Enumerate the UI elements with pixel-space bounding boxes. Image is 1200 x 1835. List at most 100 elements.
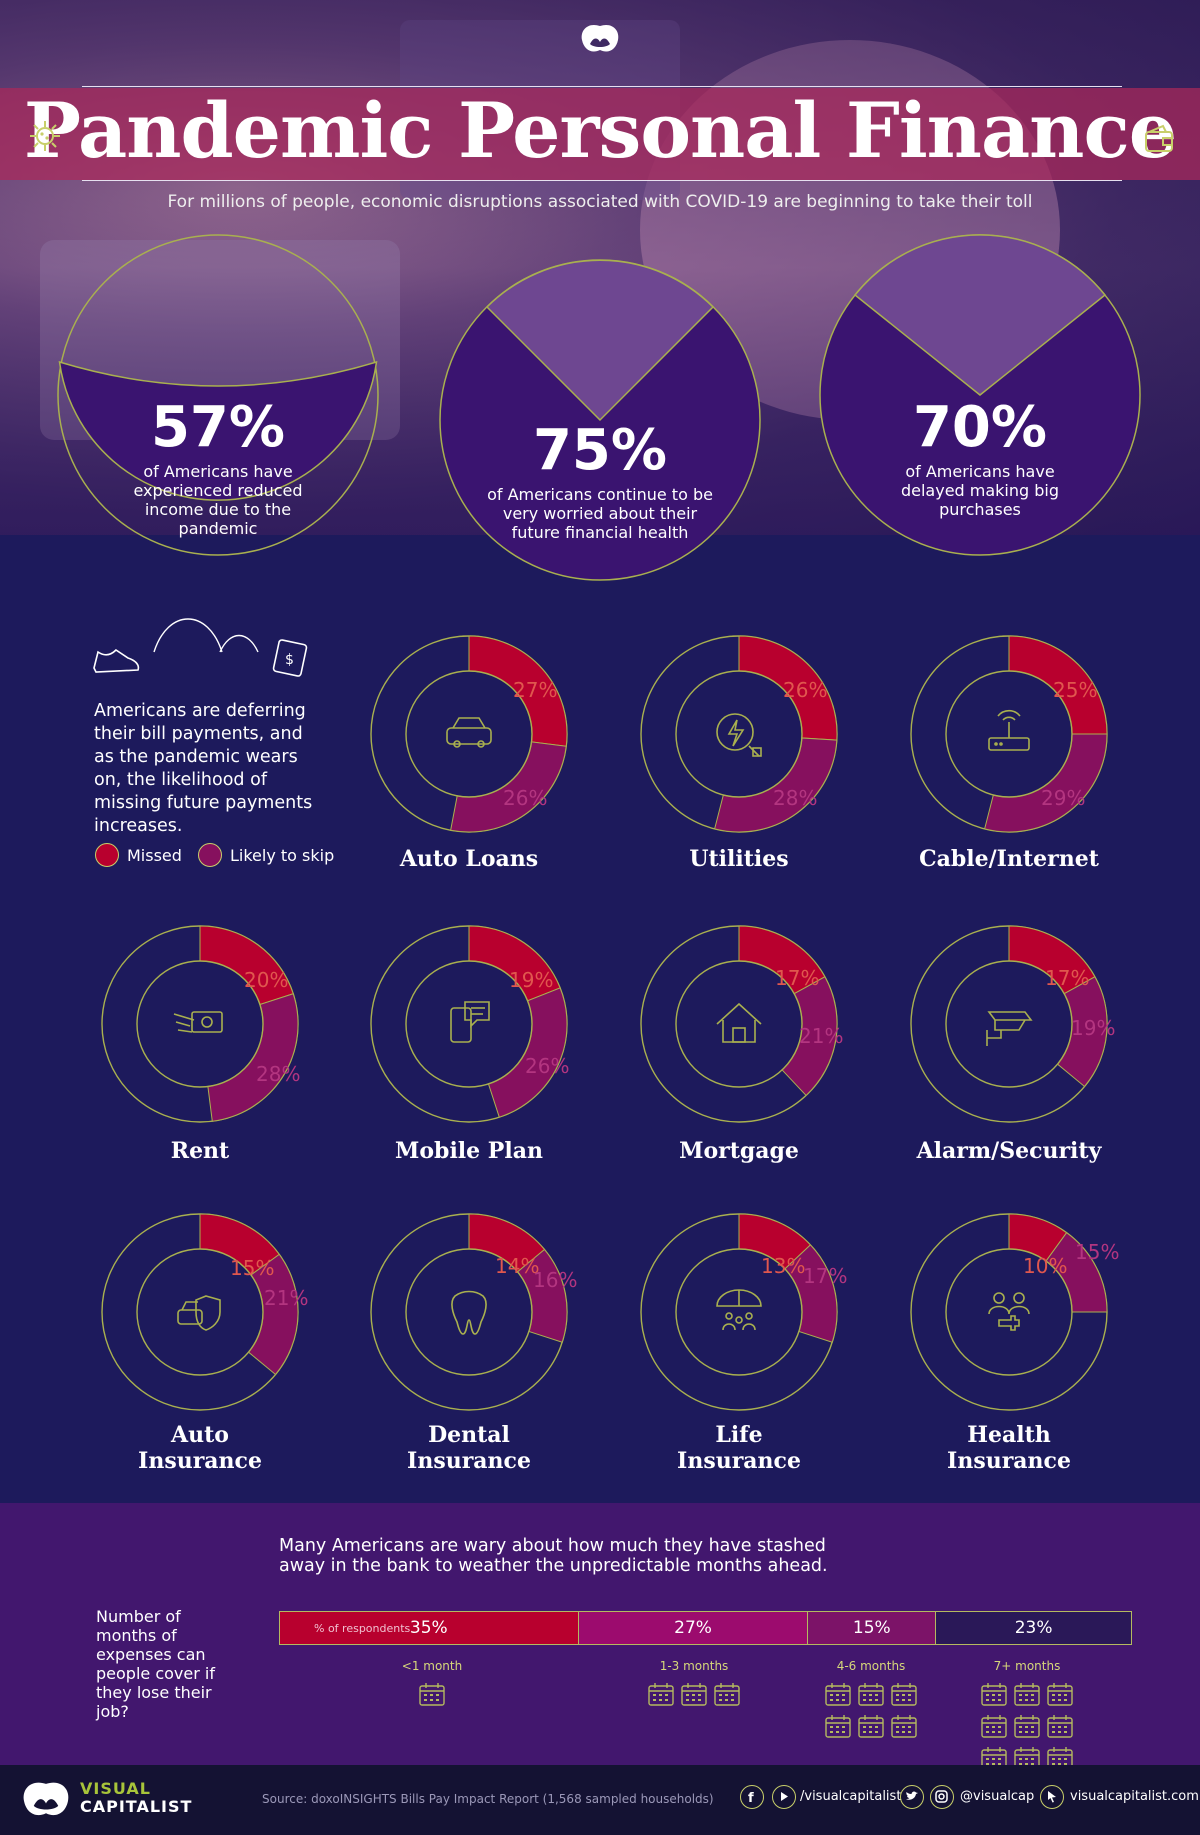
donut-life-insurance bbox=[640, 1213, 838, 1411]
series-label: % of respondents bbox=[314, 1621, 411, 1635]
facebook-icon[interactable]: f bbox=[740, 1785, 764, 1809]
label-missed: 19% bbox=[509, 968, 554, 992]
donut-inner-ring bbox=[136, 960, 264, 1088]
brand-bottom: CAPITALIST bbox=[80, 1797, 193, 1816]
month-label-1-month: <1 month bbox=[401, 1659, 463, 1673]
page-title: Pandemic Personal Finance bbox=[23, 86, 1177, 175]
social-twitter-instagram-handle[interactable]: @visualcap bbox=[960, 1789, 1035, 1804]
stat-worried: 75% of Americans continue to be very wor… bbox=[480, 418, 720, 543]
source-text: Source: doxoINSIGHTS Bills Pay Impact Re… bbox=[262, 1792, 714, 1806]
label-likely-to-skip: 19% bbox=[1071, 1016, 1116, 1040]
donut-inner-ring bbox=[675, 960, 803, 1088]
category-label-rent: Rent bbox=[170, 1138, 230, 1164]
visual-capitalist-logo-icon[interactable] bbox=[18, 1779, 74, 1823]
medical-cross-people-icon bbox=[988, 1292, 1030, 1331]
category-label-life-insurance: Life Insurance bbox=[677, 1422, 801, 1474]
calendar-icon bbox=[890, 1683, 917, 1706]
social-facebook-youtube-handle[interactable]: /visualcapitalist bbox=[800, 1789, 902, 1804]
twitter-icon[interactable] bbox=[900, 1785, 924, 1809]
virus-icon bbox=[30, 121, 60, 151]
calendar-icon bbox=[1013, 1715, 1040, 1738]
label-missed: 13% bbox=[761, 1254, 806, 1278]
title-top-rule bbox=[82, 86, 1122, 87]
donut-inner-ring bbox=[675, 1248, 803, 1376]
website-link[interactable]: visualcapitalist.com bbox=[1070, 1789, 1199, 1804]
label-likely-to-skip: 28% bbox=[773, 786, 818, 810]
tooth-icon bbox=[451, 1290, 487, 1335]
category-label-mortgage: Mortgage bbox=[679, 1138, 799, 1164]
stat-percent: 75% bbox=[532, 418, 668, 483]
security-camera-icon bbox=[986, 1011, 1033, 1046]
stat-circle-reduced-income bbox=[57, 234, 379, 556]
car-shield-icon bbox=[177, 1295, 221, 1331]
slice-likely-to-skip bbox=[487, 987, 568, 1118]
bar-value-label: 23% bbox=[1014, 1618, 1053, 1638]
donut-inner-ring bbox=[945, 1248, 1073, 1376]
donut-auto-loans bbox=[370, 635, 568, 833]
donut-inner-ring bbox=[405, 960, 533, 1088]
label-likely-to-skip: 15% bbox=[1075, 1240, 1120, 1264]
bill-payments-section bbox=[0, 535, 1200, 1503]
bar-value-label: 35% bbox=[409, 1618, 448, 1638]
label-missed: 26% bbox=[783, 678, 828, 702]
label-missed: 20% bbox=[244, 968, 289, 992]
stat-text: of Americans continue to be very worried… bbox=[487, 485, 713, 542]
label-likely-to-skip: 26% bbox=[525, 1054, 570, 1078]
category-label-health-insurance: Health Insurance bbox=[947, 1422, 1071, 1474]
wallet-icon bbox=[1145, 124, 1173, 152]
donut-alarm-security bbox=[910, 925, 1108, 1123]
brand-top: VISUAL bbox=[80, 1779, 151, 1798]
donut-inner-ring bbox=[405, 670, 533, 798]
donut-inner-ring bbox=[136, 1248, 264, 1376]
router-icon bbox=[988, 709, 1030, 751]
label-missed: 14% bbox=[495, 1254, 540, 1278]
cash-hand-icon bbox=[173, 1011, 223, 1033]
umbrella-family-icon bbox=[716, 1289, 762, 1331]
label-likely-to-skip: 17% bbox=[803, 1264, 848, 1288]
cursor-icon[interactable] bbox=[1040, 1785, 1064, 1809]
label-missed: 17% bbox=[775, 966, 820, 990]
legend-missed: Missed bbox=[95, 843, 182, 867]
page-subtitle: For millions of people, economic disrupt… bbox=[167, 192, 1033, 212]
calendar-icon bbox=[713, 1683, 740, 1706]
savings-bar: % of respondents 35% 27% 15% 23% bbox=[279, 1611, 1132, 1645]
legend-missed-swatch bbox=[95, 843, 119, 867]
intro-text: Americans are deferring their bill payme… bbox=[94, 701, 313, 836]
label-likely-to-skip: 26% bbox=[503, 786, 548, 810]
slice-missed bbox=[199, 925, 294, 1006]
calendar-icon bbox=[980, 1683, 1007, 1706]
category-label-auto-loans: Auto Loans bbox=[399, 846, 539, 872]
brand-name[interactable]: VISUAL CAPITALIST bbox=[80, 1780, 192, 1816]
donut-inner-ring bbox=[945, 960, 1073, 1088]
label-likely-to-skip: 21% bbox=[799, 1024, 844, 1048]
label-likely-to-skip: 21% bbox=[264, 1286, 309, 1310]
stat-text: of Americans have delayed making big pur… bbox=[900, 462, 1060, 519]
calendar-icon bbox=[1046, 1747, 1073, 1770]
title-bottom-rule bbox=[82, 180, 1122, 181]
donut-inner-ring bbox=[675, 670, 803, 798]
youtube-icon[interactable] bbox=[772, 1785, 796, 1809]
footer: VISUAL CAPITALIST Source: doxoINSIGHTS B… bbox=[0, 1765, 1200, 1835]
instagram-icon[interactable] bbox=[930, 1785, 954, 1809]
label-missed: 17% bbox=[1045, 966, 1090, 990]
phone-chat-icon bbox=[450, 1001, 490, 1043]
donut-mortgage bbox=[640, 925, 838, 1123]
donut-inner-ring bbox=[945, 670, 1073, 798]
calendar-icon bbox=[647, 1683, 674, 1706]
category-label-cable-internet: Cable/Internet bbox=[919, 846, 1099, 872]
visual-capitalist-logo-icon bbox=[581, 24, 619, 52]
stat-circle-delayed-purchases bbox=[819, 234, 1141, 556]
label-missed: 15% bbox=[230, 1256, 275, 1280]
bar-value-label: 15% bbox=[852, 1618, 891, 1638]
category-label-mobile-plan: Mobile Plan bbox=[395, 1138, 543, 1164]
calendar-icon bbox=[680, 1683, 707, 1706]
legend-likely: Likely to skip bbox=[198, 843, 334, 867]
savings-heading: Many Americans are wary about how much t… bbox=[279, 1536, 828, 1576]
calendar-icon bbox=[1046, 1715, 1073, 1738]
car-icon bbox=[446, 717, 492, 748]
stat-circles bbox=[57, 234, 1141, 581]
legend-likely-swatch bbox=[198, 843, 222, 867]
donut-charts bbox=[101, 635, 1108, 1411]
bar-segment-7-months: 23% bbox=[935, 1612, 1131, 1644]
savings-question: Number of months of expenses can people … bbox=[96, 1607, 215, 1721]
